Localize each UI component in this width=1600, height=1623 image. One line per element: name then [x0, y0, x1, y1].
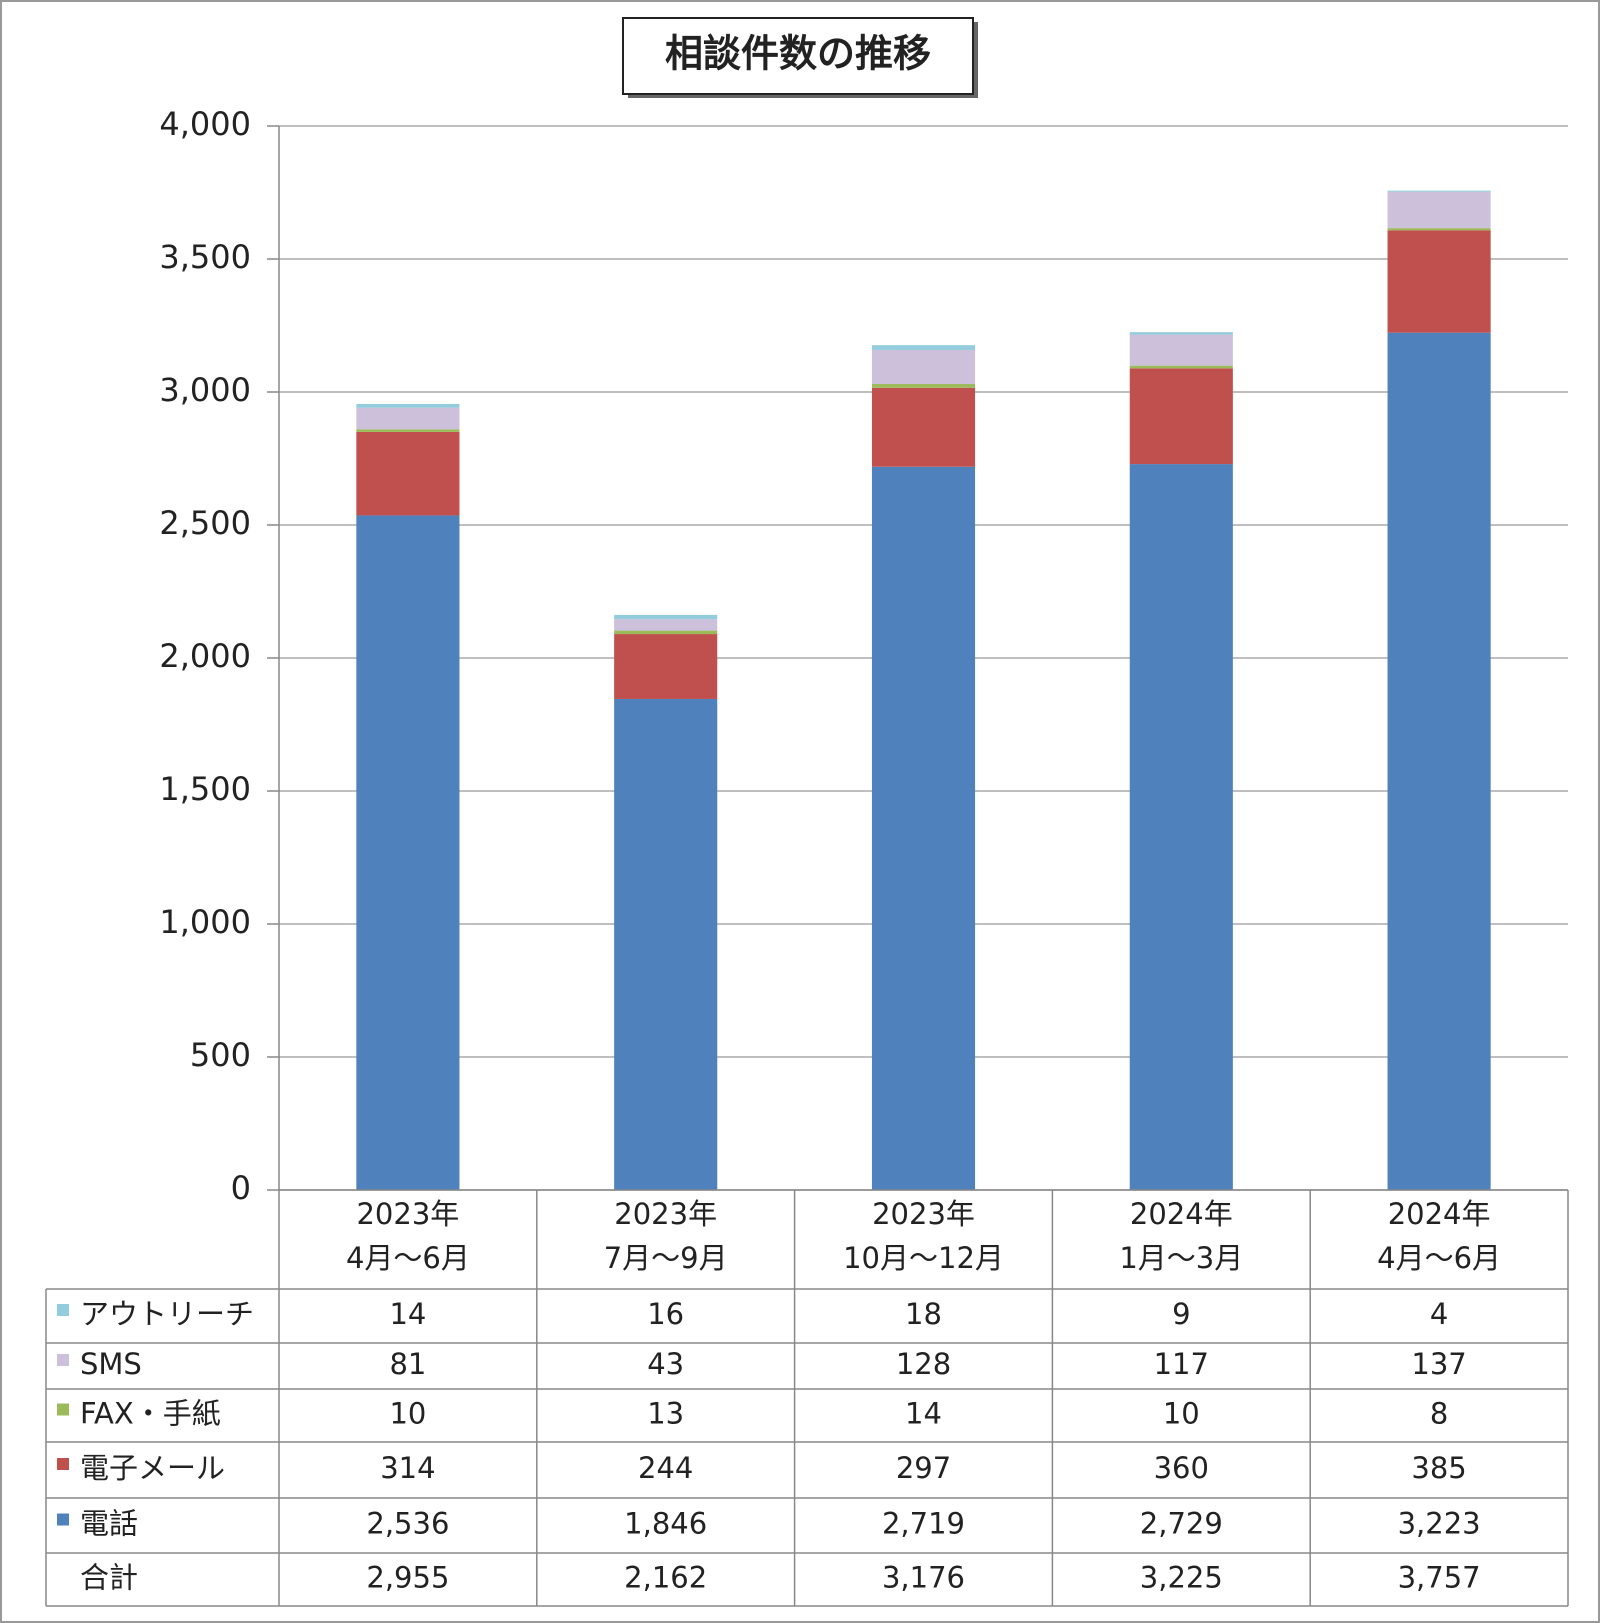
bar-segment	[356, 431, 460, 516]
x-tick-label: 2024年	[1130, 1197, 1233, 1231]
x-tick-label: 2023年	[614, 1197, 717, 1231]
bar-segment	[1129, 464, 1233, 1190]
bar-segment	[871, 387, 976, 467]
x-tick-label: 1月～3月	[1119, 1241, 1243, 1275]
bar-segment	[614, 634, 718, 699]
table-value: 10	[1163, 1397, 1200, 1431]
table-value: 8	[1430, 1397, 1448, 1431]
legend-label: 合計	[80, 1561, 138, 1595]
bar-segment	[1129, 332, 1233, 335]
bar-segment	[356, 403, 460, 408]
table-value: 244	[638, 1451, 693, 1485]
bar-segment	[1387, 230, 1491, 333]
table-value: 14	[389, 1297, 426, 1331]
bar-segment	[1387, 228, 1491, 231]
bar-segment	[1129, 334, 1233, 366]
table-value: 385	[1411, 1451, 1466, 1485]
table-value: 3,223	[1398, 1507, 1481, 1541]
bar-segment	[614, 698, 718, 1190]
title-box	[622, 17, 974, 95]
table-value: 314	[380, 1451, 435, 1485]
bar-segment	[871, 345, 976, 350]
bar-segment	[871, 384, 976, 388]
y-tick-label: 500	[190, 1036, 251, 1074]
bar-segment	[614, 630, 718, 635]
legend-label: SMS	[80, 1347, 142, 1381]
table-value: 18	[905, 1297, 942, 1331]
x-tick-label: 7月～9月	[604, 1241, 728, 1275]
y-tick-label: 2,000	[159, 637, 251, 675]
table-value: 3,225	[1140, 1561, 1223, 1595]
x-tick-label: 4月～6月	[1377, 1241, 1501, 1275]
y-tick-label: 2,500	[159, 504, 251, 542]
table-value: 14	[905, 1397, 942, 1431]
bar-segment	[1387, 190, 1491, 192]
bar-segment	[614, 614, 718, 620]
bar-segment	[356, 429, 460, 432]
x-tick-label: 2023年	[872, 1197, 975, 1231]
table-value: 13	[647, 1397, 684, 1431]
table-value: 16	[647, 1297, 684, 1331]
table-value: 9	[1172, 1297, 1190, 1331]
table-value: 2,729	[1140, 1507, 1223, 1541]
table-value: 3,757	[1398, 1561, 1481, 1595]
table-value: 128	[896, 1347, 951, 1381]
table-value: 137	[1411, 1347, 1466, 1381]
chart-title: 相談件数の推移	[665, 32, 931, 76]
legend-label: FAX・手紙	[80, 1397, 221, 1431]
table-value: 297	[896, 1451, 951, 1485]
bar-segment	[1387, 332, 1491, 1190]
legend-label: 電話	[80, 1507, 138, 1541]
bar-segment	[1129, 365, 1233, 369]
legend-marker	[57, 1304, 69, 1316]
x-tick-label: 10月～12月	[843, 1241, 1004, 1275]
x-tick-label: 2023年	[356, 1197, 459, 1231]
bar-segment	[1129, 368, 1233, 465]
table-value: 10	[389, 1397, 426, 1431]
table-value: 360	[1154, 1451, 1209, 1485]
table-value: 4	[1430, 1297, 1448, 1331]
legend-marker	[57, 1403, 69, 1416]
y-tick-label: 1,000	[159, 903, 251, 941]
legend-label: アウトリーチ	[80, 1297, 254, 1331]
bar-segment	[871, 349, 976, 385]
legend-marker	[57, 1458, 69, 1470]
bar-segment	[356, 407, 460, 430]
y-tick-label: 0	[231, 1169, 251, 1207]
y-tick-label: 3,000	[159, 371, 251, 409]
x-tick-label: 2024年	[1388, 1197, 1491, 1231]
table-value: 81	[389, 1347, 426, 1381]
y-tick-label: 4,000	[159, 105, 251, 143]
x-tick-label: 4月～6月	[346, 1241, 470, 1275]
bar-segment	[356, 515, 460, 1190]
y-tick-label: 3,500	[159, 238, 251, 276]
table-value: 2,162	[624, 1561, 707, 1595]
table-value: 2,719	[882, 1507, 965, 1541]
bar-segment	[871, 466, 976, 1191]
table-value: 3,176	[882, 1561, 965, 1595]
table-value: 1,846	[624, 1507, 707, 1541]
legend-marker	[57, 1513, 69, 1526]
bar-segment	[1387, 191, 1491, 229]
table-value: 2,536	[366, 1507, 449, 1541]
table-value: 2,955	[366, 1561, 449, 1595]
bar-segment	[614, 619, 718, 631]
legend-marker	[57, 1354, 69, 1366]
table-value: 117	[1154, 1347, 1209, 1381]
legend-label: 電子メール	[80, 1451, 225, 1485]
y-tick-label: 1,500	[159, 770, 251, 808]
table-value: 43	[647, 1347, 684, 1381]
